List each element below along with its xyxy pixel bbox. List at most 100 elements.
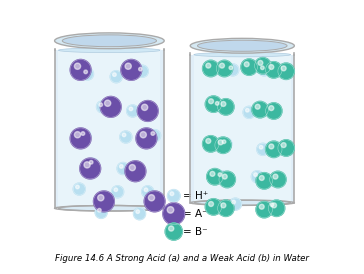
Circle shape [139,67,142,71]
Circle shape [278,63,294,79]
Circle shape [110,71,122,83]
Circle shape [127,105,139,117]
Circle shape [137,101,158,121]
Circle shape [261,66,264,70]
Circle shape [229,66,233,70]
Circle shape [209,202,214,207]
Circle shape [272,203,277,208]
Circle shape [244,62,249,67]
Circle shape [70,128,91,149]
Circle shape [94,191,114,212]
Circle shape [136,65,148,77]
Circle shape [144,188,148,192]
Circle shape [259,145,263,149]
Circle shape [210,172,215,176]
Circle shape [104,100,111,106]
Circle shape [257,143,269,155]
Circle shape [266,62,282,78]
Ellipse shape [194,52,291,57]
Circle shape [258,61,263,65]
Circle shape [140,132,146,138]
Ellipse shape [194,200,291,205]
Circle shape [70,59,91,80]
Circle shape [89,161,93,164]
Ellipse shape [190,38,294,53]
Circle shape [209,99,214,104]
Circle shape [100,96,121,117]
Circle shape [99,103,103,107]
Circle shape [256,201,272,218]
Circle shape [121,59,142,80]
Circle shape [134,208,146,220]
Circle shape [241,59,257,75]
Circle shape [252,101,268,118]
FancyBboxPatch shape [194,55,291,203]
Text: = B⁻: = B⁻ [183,227,208,236]
Circle shape [119,165,123,168]
Circle shape [266,141,282,158]
Circle shape [221,203,226,208]
Circle shape [120,131,132,143]
Circle shape [266,103,282,119]
Circle shape [98,195,104,201]
Circle shape [220,138,232,150]
Circle shape [96,101,108,113]
Circle shape [136,210,139,213]
Text: = H⁺: = H⁺ [183,191,209,201]
Circle shape [218,140,223,145]
Circle shape [80,158,100,179]
Circle shape [218,99,234,115]
Circle shape [222,174,227,179]
Circle shape [202,60,219,77]
Circle shape [218,200,234,216]
FancyBboxPatch shape [59,50,161,208]
Circle shape [270,203,274,207]
Circle shape [256,173,272,189]
Circle shape [259,204,264,209]
Circle shape [254,173,257,176]
Circle shape [222,140,226,144]
Ellipse shape [62,35,157,47]
Circle shape [165,223,182,240]
Circle shape [149,130,161,142]
Circle shape [281,142,286,147]
Circle shape [219,171,236,188]
Circle shape [258,64,270,76]
Circle shape [268,200,285,216]
Text: Figure 14.6 A Strong Acid (a) and a Weak Acid (b) in Water: Figure 14.6 A Strong Acid (a) and a Weak… [55,254,309,263]
Circle shape [82,68,94,80]
Circle shape [95,206,107,218]
Circle shape [112,186,124,198]
Circle shape [170,192,174,196]
Circle shape [281,66,286,71]
Circle shape [84,162,90,168]
Circle shape [76,185,79,189]
Circle shape [216,171,228,183]
FancyBboxPatch shape [291,55,294,203]
Circle shape [129,107,133,111]
Circle shape [79,130,91,142]
Circle shape [221,102,226,107]
Circle shape [245,109,249,112]
Circle shape [74,63,80,69]
Circle shape [216,60,233,77]
Circle shape [232,200,236,204]
Circle shape [215,137,231,153]
Circle shape [114,188,118,192]
Circle shape [163,203,185,225]
Ellipse shape [55,33,164,49]
Circle shape [151,132,155,135]
Circle shape [117,162,129,175]
Circle shape [219,63,225,68]
Circle shape [167,207,174,213]
Circle shape [227,64,239,76]
Circle shape [213,99,225,112]
FancyBboxPatch shape [190,55,194,203]
Circle shape [136,128,157,149]
Circle shape [169,226,174,231]
Circle shape [255,104,260,109]
Circle shape [269,106,274,111]
Circle shape [74,132,80,138]
Ellipse shape [198,40,287,51]
Circle shape [205,96,222,112]
